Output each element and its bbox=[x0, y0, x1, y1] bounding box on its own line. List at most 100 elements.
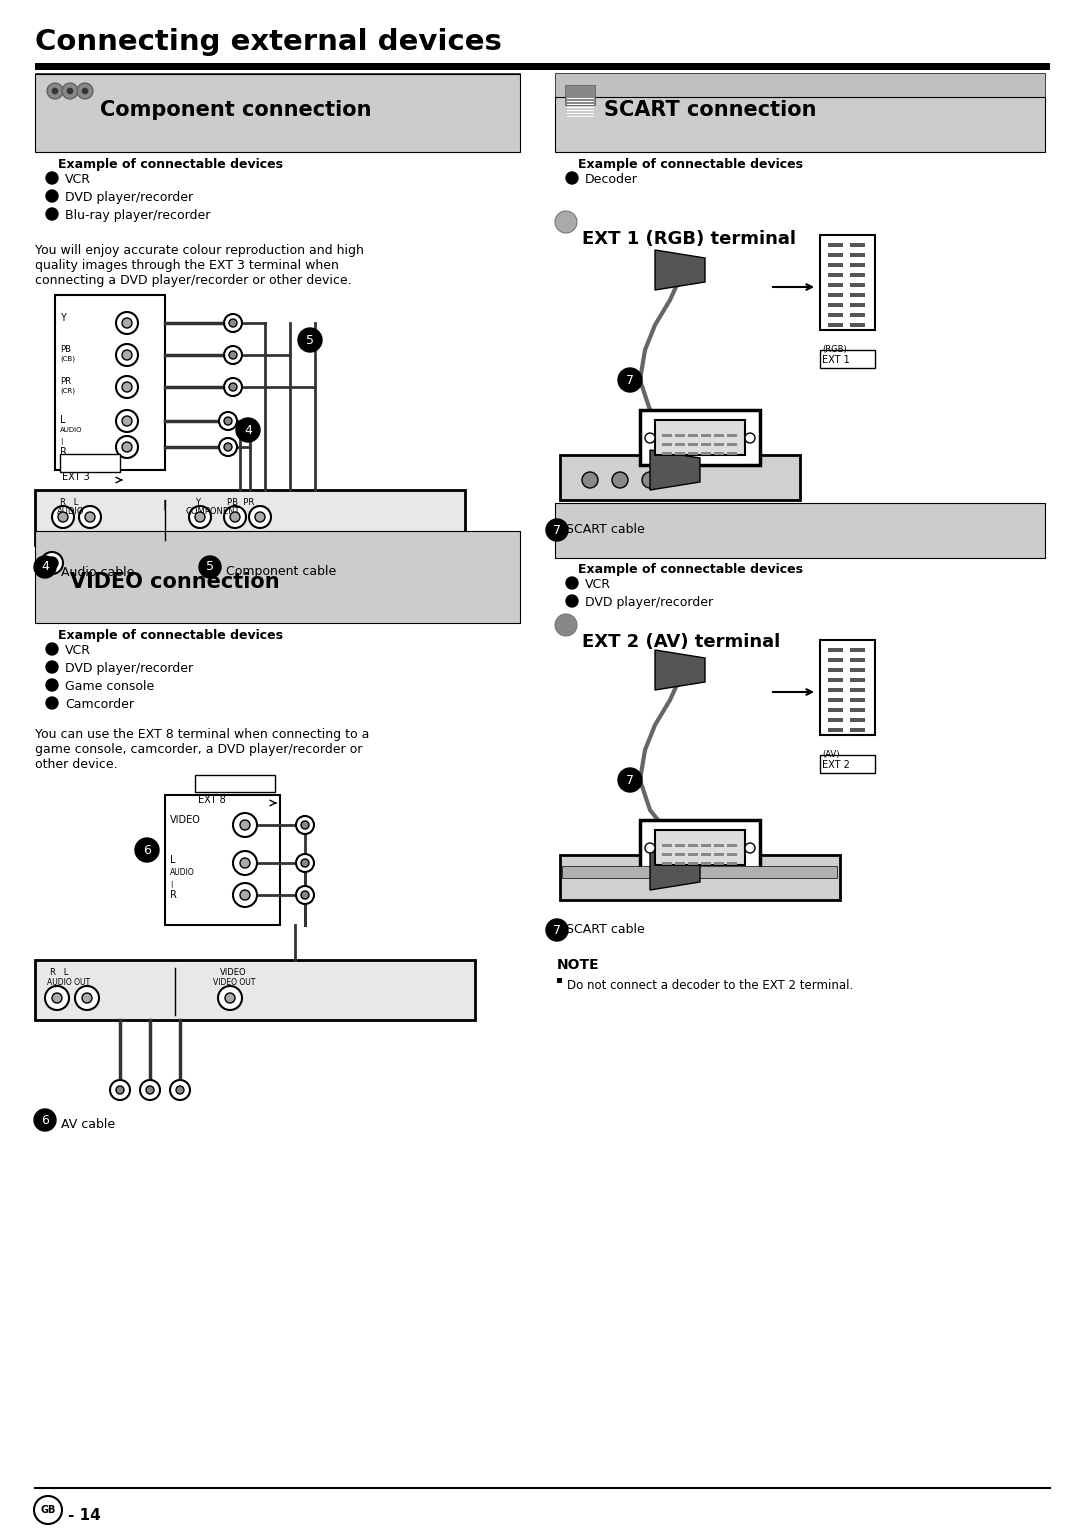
Bar bbox=[555, 74, 1045, 110]
Bar bbox=[688, 853, 698, 856]
Text: connecting a DVD player/recorder or other device.: connecting a DVD player/recorder or othe… bbox=[35, 274, 352, 286]
Bar bbox=[662, 863, 672, 866]
Bar bbox=[654, 420, 745, 455]
Circle shape bbox=[229, 319, 237, 326]
Bar bbox=[820, 640, 875, 735]
Bar bbox=[701, 853, 711, 856]
Text: |: | bbox=[170, 881, 173, 889]
Text: EXT 8: EXT 8 bbox=[198, 795, 226, 804]
Circle shape bbox=[301, 859, 309, 867]
Text: (RGB): (RGB) bbox=[822, 345, 847, 354]
Text: VCR: VCR bbox=[65, 173, 91, 185]
Circle shape bbox=[46, 558, 58, 568]
Text: 7: 7 bbox=[553, 924, 561, 936]
Polygon shape bbox=[654, 650, 705, 689]
Circle shape bbox=[618, 768, 642, 792]
Bar bbox=[35, 490, 465, 545]
Bar bbox=[165, 795, 280, 925]
Bar bbox=[828, 708, 843, 712]
Bar bbox=[714, 863, 724, 866]
Bar bbox=[828, 323, 843, 326]
Bar bbox=[850, 313, 865, 317]
Text: AV cable: AV cable bbox=[60, 1118, 116, 1132]
Circle shape bbox=[46, 697, 58, 709]
Bar bbox=[828, 648, 843, 653]
Bar bbox=[828, 688, 843, 692]
Text: PR: PR bbox=[60, 377, 71, 386]
Text: DVD player/recorder: DVD player/recorder bbox=[65, 192, 193, 204]
Bar bbox=[701, 844, 711, 847]
Circle shape bbox=[296, 817, 314, 833]
Text: SCART cable: SCART cable bbox=[566, 522, 645, 536]
Bar bbox=[565, 84, 595, 106]
Text: 7: 7 bbox=[626, 774, 634, 786]
Bar bbox=[561, 855, 840, 899]
Text: Example of connectable devices: Example of connectable devices bbox=[578, 158, 804, 172]
Bar bbox=[828, 668, 843, 673]
Bar bbox=[662, 853, 672, 856]
Bar bbox=[828, 273, 843, 277]
Circle shape bbox=[233, 850, 257, 875]
Circle shape bbox=[122, 349, 132, 360]
Bar bbox=[850, 708, 865, 712]
Bar bbox=[675, 844, 685, 847]
Bar bbox=[850, 679, 865, 682]
Circle shape bbox=[224, 378, 242, 395]
Text: PB  PR: PB PR bbox=[227, 498, 254, 507]
Bar bbox=[35, 545, 519, 582]
Circle shape bbox=[122, 443, 132, 452]
Text: EXT 1: EXT 1 bbox=[822, 355, 850, 365]
Circle shape bbox=[745, 434, 755, 443]
Bar bbox=[688, 452, 698, 455]
Bar bbox=[555, 97, 1045, 152]
Polygon shape bbox=[654, 250, 705, 290]
Text: - 14: - 14 bbox=[68, 1507, 100, 1523]
Circle shape bbox=[224, 417, 232, 424]
Text: EXT 1 (RGB) terminal: EXT 1 (RGB) terminal bbox=[582, 230, 796, 248]
Text: VCR: VCR bbox=[585, 578, 611, 591]
Bar bbox=[850, 293, 865, 297]
Text: Decoder: Decoder bbox=[585, 173, 638, 185]
Text: 7: 7 bbox=[626, 374, 634, 386]
Circle shape bbox=[122, 417, 132, 426]
Circle shape bbox=[82, 87, 87, 93]
Circle shape bbox=[612, 472, 627, 489]
Bar bbox=[675, 853, 685, 856]
Text: Audio cable: Audio cable bbox=[60, 565, 134, 579]
Circle shape bbox=[224, 314, 242, 332]
Circle shape bbox=[67, 87, 73, 93]
Bar bbox=[828, 303, 843, 306]
Circle shape bbox=[176, 1086, 184, 1094]
Bar bbox=[701, 434, 711, 437]
Bar bbox=[714, 434, 724, 437]
Circle shape bbox=[618, 368, 642, 392]
Bar bbox=[35, 74, 519, 110]
Circle shape bbox=[229, 351, 237, 358]
Bar bbox=[850, 283, 865, 286]
Text: L: L bbox=[60, 415, 66, 424]
Text: Blu-ray player/recorder: Blu-ray player/recorder bbox=[65, 208, 211, 222]
Bar bbox=[195, 775, 275, 792]
Text: 6: 6 bbox=[143, 844, 151, 856]
Bar bbox=[828, 293, 843, 297]
Circle shape bbox=[296, 885, 314, 904]
Text: 4: 4 bbox=[41, 561, 49, 573]
Circle shape bbox=[170, 1080, 190, 1100]
Bar bbox=[688, 443, 698, 446]
Bar bbox=[828, 253, 843, 257]
Bar bbox=[828, 264, 843, 267]
Bar bbox=[555, 502, 1045, 558]
Circle shape bbox=[642, 472, 658, 489]
Bar bbox=[727, 863, 737, 866]
Bar bbox=[675, 452, 685, 455]
Circle shape bbox=[41, 552, 63, 574]
Text: SCART cable: SCART cable bbox=[566, 922, 645, 936]
Bar bbox=[675, 443, 685, 446]
Bar bbox=[828, 659, 843, 662]
Bar bbox=[640, 820, 760, 875]
Circle shape bbox=[33, 1497, 62, 1524]
Circle shape bbox=[189, 506, 211, 529]
Text: GB: GB bbox=[40, 1504, 56, 1515]
Circle shape bbox=[79, 506, 102, 529]
Circle shape bbox=[224, 346, 242, 365]
